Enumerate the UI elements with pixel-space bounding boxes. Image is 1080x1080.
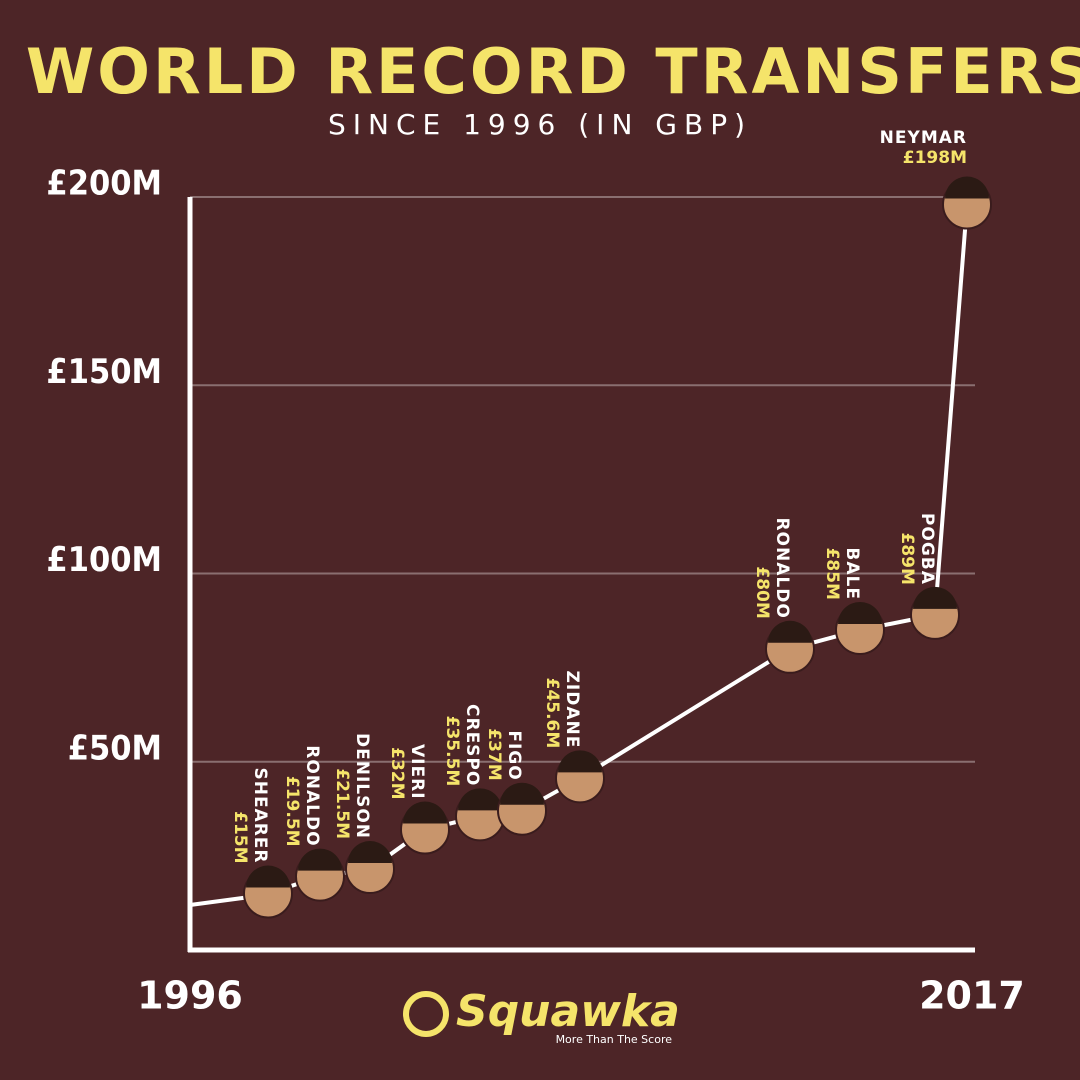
brand: Squawka bbox=[456, 986, 680, 1037]
player-hair bbox=[558, 750, 602, 773]
player-hair bbox=[348, 841, 392, 864]
player-hair bbox=[838, 601, 882, 624]
value-label: £19.5M bbox=[282, 776, 302, 847]
player-name: VIERI bbox=[407, 744, 427, 800]
player-name: SHEARER bbox=[250, 767, 270, 863]
value-label: £37M bbox=[484, 728, 504, 780]
value-label: £21.5M bbox=[332, 768, 352, 839]
value-label: £198M bbox=[903, 148, 967, 168]
player-hair bbox=[945, 176, 989, 199]
line-lead bbox=[189, 895, 251, 907]
value-label: £89M bbox=[897, 533, 917, 585]
label-group: CRESPO£35.5M bbox=[442, 704, 482, 786]
player-name: ZIDANE bbox=[562, 671, 582, 749]
brand-logo bbox=[403, 991, 449, 1037]
tagline: More Than The Score bbox=[556, 1033, 673, 1046]
label-group: DENILSON£21.5M bbox=[332, 733, 372, 839]
player-name: DENILSON bbox=[352, 733, 372, 839]
x-axis-label: 1996 bbox=[137, 974, 243, 1018]
label-group: ZIDANE£45.6M bbox=[542, 671, 582, 749]
label-group: FIGO£37M bbox=[484, 728, 524, 780]
value-label: £35.5M bbox=[442, 716, 462, 787]
x-axis-label: 2017 bbox=[919, 974, 1025, 1018]
value-label: £32M bbox=[387, 747, 407, 799]
chart-title: WORLD RECORD TRANSFERS bbox=[26, 35, 1080, 108]
label-group: RONALDO£80M bbox=[752, 517, 792, 618]
player-name: RONALDO bbox=[302, 745, 322, 846]
player-hair bbox=[458, 788, 502, 811]
value-label: £85M bbox=[822, 548, 842, 600]
y-tick-label: £150M bbox=[46, 352, 162, 392]
player-name: NEYMAR bbox=[880, 128, 967, 148]
value-label: £80M bbox=[752, 566, 772, 618]
player-hair bbox=[913, 586, 957, 609]
player-hair bbox=[500, 782, 544, 805]
label-group: POGBA£89M bbox=[897, 513, 937, 585]
player-name: CRESPO bbox=[462, 704, 482, 786]
player-hair bbox=[246, 865, 290, 888]
value-label: £45.6M bbox=[542, 678, 562, 749]
player-hair bbox=[768, 620, 812, 643]
label-group: SHEARER£15M bbox=[230, 767, 270, 863]
player-name: BALE bbox=[842, 547, 862, 600]
label-group: BALE£85M bbox=[822, 547, 862, 600]
y-tick-label: £100M bbox=[46, 540, 162, 580]
value-label: £15M bbox=[230, 811, 250, 863]
player-hair bbox=[298, 848, 342, 871]
label-group: VIERI£32M bbox=[387, 744, 427, 800]
player-hair bbox=[403, 801, 447, 824]
player-name: FIGO bbox=[504, 730, 524, 780]
player-name: RONALDO bbox=[772, 517, 792, 618]
label-group: RONALDO£19.5M bbox=[282, 745, 322, 846]
player-name: POGBA bbox=[917, 513, 937, 585]
y-tick-label: £50M bbox=[68, 728, 162, 768]
y-tick-label: £200M bbox=[46, 164, 162, 204]
chart-subtitle: SINCE 1996 (IN GBP) bbox=[328, 108, 752, 141]
